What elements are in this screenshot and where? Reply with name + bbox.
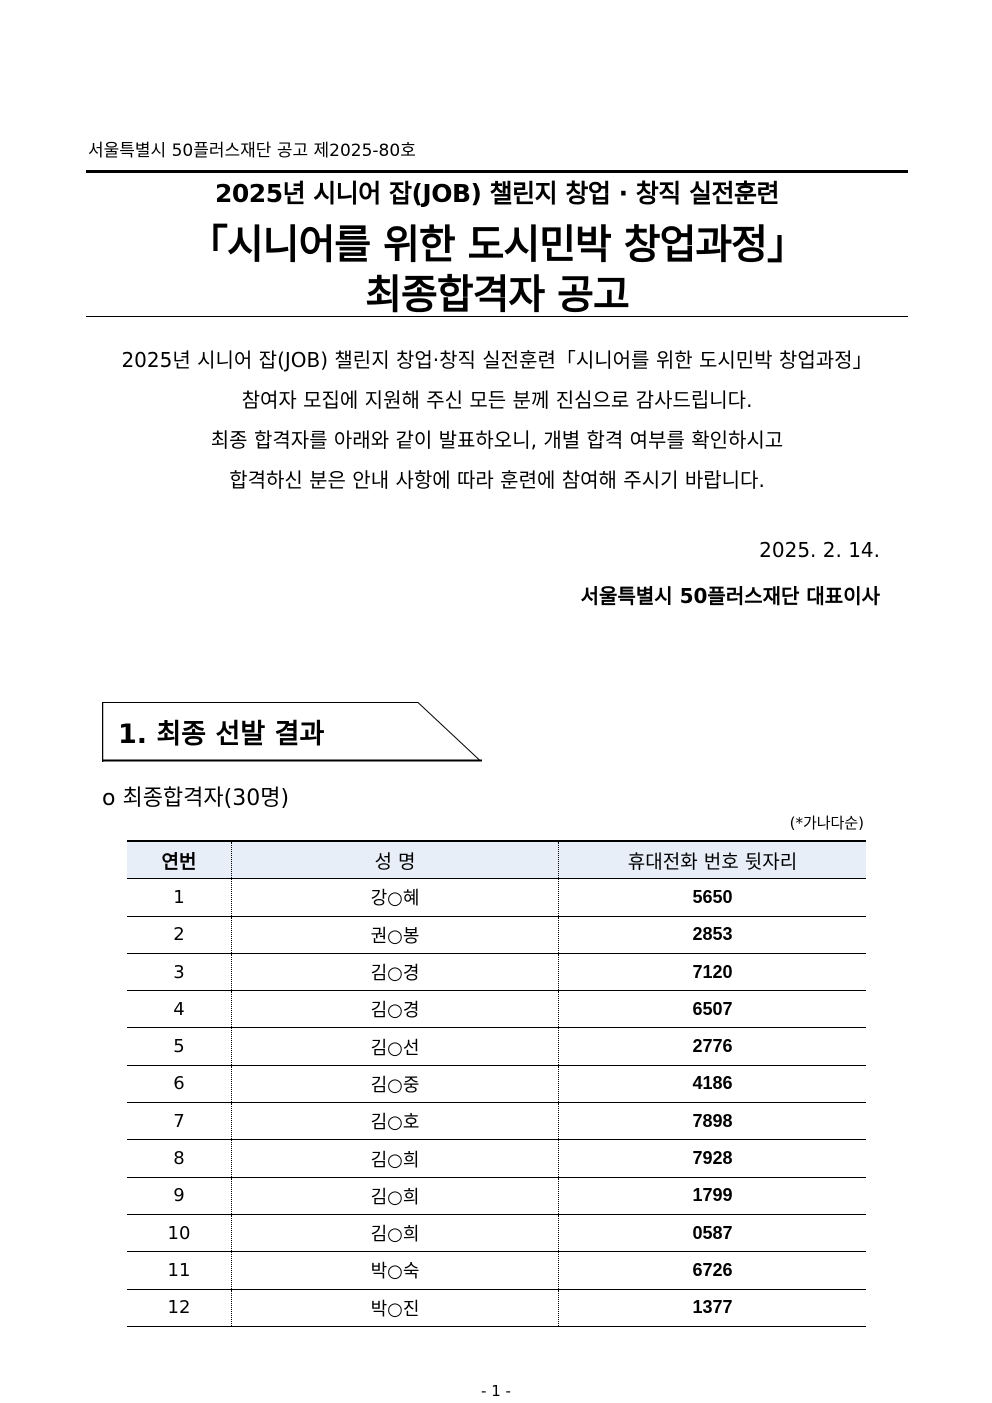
finalists-table: 연번 성 명 휴대전화 번호 뒷자리 1 강○혜 5650 2 권○봉 2853 3 김○경 7… — [127, 840, 866, 1327]
cell-number: 10 — [127, 1214, 232, 1253]
column-header-number: 연번 — [127, 840, 232, 880]
cell-name: 김○희 — [231, 1177, 559, 1215]
cell-name: 박○숙 — [231, 1251, 559, 1290]
cell-number: 1 — [127, 878, 232, 917]
cell-name: 강○혜 — [231, 878, 559, 917]
table-row: 4 김○경 6507 — [127, 990, 866, 1029]
cell-phone: 7898 — [558, 1102, 866, 1141]
title-line-1: 2025년 시니어 잡(JOB) 챌린지 창업 · 창직 실전훈련 — [215, 179, 779, 208]
top-rule — [86, 170, 908, 173]
cell-number: 8 — [127, 1139, 232, 1178]
cell-name: 김○호 — [231, 1102, 559, 1141]
table-row: 2 권○봉 2853 — [127, 916, 866, 954]
cell-name: 권○봉 — [231, 916, 559, 954]
cell-phone: 2853 — [558, 916, 866, 954]
cell-name: 김○경 — [231, 953, 559, 992]
table-row: 8 김○희 7928 — [127, 1139, 866, 1178]
cell-phone: 6507 — [558, 990, 866, 1029]
cell-number: 2 — [127, 916, 232, 954]
intro-line: 최종 합격자를 아래와 같이 발표하오니, 개별 합격 여부를 확인하시고 — [210, 428, 784, 452]
cell-number: 5 — [127, 1027, 232, 1066]
table-row: 6 김○중 4186 — [127, 1065, 866, 1104]
cell-name: 박○진 — [231, 1289, 559, 1327]
title-line-3: 최종합격자 공고 — [365, 272, 630, 318]
cell-phone: 1799 — [558, 1177, 866, 1215]
cell-number: 3 — [127, 953, 232, 992]
table-row: 7 김○호 7898 — [127, 1102, 866, 1141]
intro-line: 2025년 시니어 잡(JOB) 챌린지 창업·창직 실전훈련「시니어를 위한 … — [121, 348, 873, 372]
title-line-2: 「시니어를 위한 도시민박 창업과정」 — [188, 222, 807, 268]
intro-paragraph: 2025년 시니어 잡(JOB) 챌린지 창업·창직 실전훈련「시니어를 위한 … — [86, 340, 908, 500]
table-row: 5 김○선 2776 — [127, 1027, 866, 1066]
cell-phone: 7928 — [558, 1139, 866, 1178]
table-row: 11 박○숙 6726 — [127, 1251, 866, 1290]
sort-note: (*가나다순) — [789, 814, 864, 832]
cell-number: 11 — [127, 1251, 232, 1290]
cell-phone: 4186 — [558, 1065, 866, 1104]
document-number: 서울특별시 50플러스재단 공고 제2025-80호 — [88, 141, 416, 161]
intro-line: 참여자 모집에 지원해 주신 모든 분께 진심으로 감사드립니다. — [241, 388, 753, 412]
section-subtitle: o 최종합격자(30명) — [102, 786, 290, 811]
cell-number: 4 — [127, 990, 232, 1029]
column-header-name: 성 명 — [231, 840, 559, 880]
cell-number: 12 — [127, 1289, 232, 1327]
issuer: 서울특별시 50플러스재단 대표이사 — [580, 584, 880, 608]
table-row: 1 강○혜 5650 — [127, 878, 866, 917]
cell-name: 김○희 — [231, 1139, 559, 1178]
cell-phone: 5650 — [558, 878, 866, 917]
cell-number: 6 — [127, 1065, 232, 1104]
cell-name: 김○중 — [231, 1065, 559, 1104]
table-row: 12 박○진 1377 — [127, 1289, 866, 1327]
table-row: 3 김○경 7120 — [127, 953, 866, 992]
intro-line: 합격하신 분은 안내 사항에 따라 훈련에 참여해 주시기 바랍니다. — [229, 468, 765, 492]
cell-phone: 2776 — [558, 1027, 866, 1066]
cell-number: 7 — [127, 1102, 232, 1141]
cell-phone: 6726 — [558, 1251, 866, 1290]
table-row: 10 김○희 0587 — [127, 1214, 866, 1253]
cell-number: 9 — [127, 1177, 232, 1215]
cell-name: 김○경 — [231, 990, 559, 1029]
column-header-phone: 휴대전화 번호 뒷자리 — [558, 840, 866, 880]
cell-phone: 1377 — [558, 1289, 866, 1327]
cell-phone: 7120 — [558, 953, 866, 992]
table-header-row: 연번 성 명 휴대전화 번호 뒷자리 — [127, 840, 866, 880]
cell-name: 김○선 — [231, 1027, 559, 1066]
section-title: 1. 최종 선발 결과 — [118, 719, 325, 750]
bottom-rule — [86, 316, 908, 317]
announcement-date: 2025. 2. 14. — [759, 538, 880, 562]
section-title-box — [102, 702, 482, 762]
cell-name: 김○희 — [231, 1214, 559, 1253]
page-number: - 1 - — [481, 1382, 511, 1400]
table-row: 9 김○희 1799 — [127, 1177, 866, 1215]
cell-phone: 0587 — [558, 1214, 866, 1253]
